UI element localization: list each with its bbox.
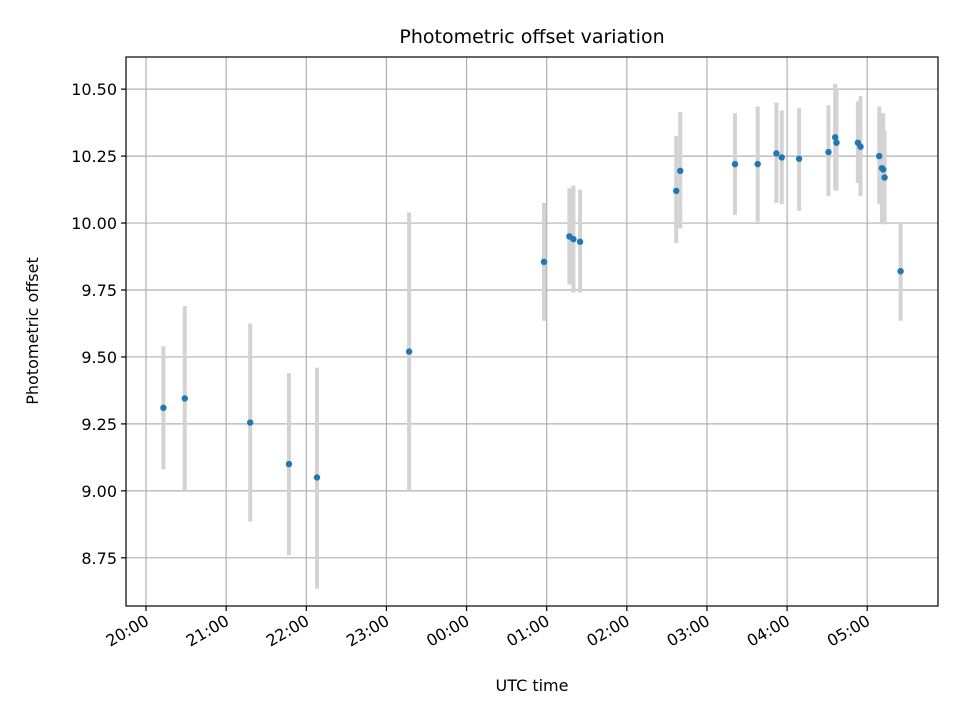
data-point bbox=[677, 167, 684, 175]
data-point bbox=[881, 174, 888, 181]
y-tick-label: 9.75 bbox=[81, 281, 117, 300]
data-point bbox=[831, 134, 839, 141]
y-tick-label: 9.25 bbox=[81, 415, 117, 434]
data-point bbox=[576, 238, 584, 245]
data-point bbox=[795, 155, 803, 162]
data-point bbox=[285, 460, 293, 468]
data-point bbox=[778, 154, 785, 161]
y-tick-label: 9.00 bbox=[81, 482, 117, 501]
data-point bbox=[754, 160, 761, 168]
data-point bbox=[181, 395, 188, 402]
y-tick-label: 10.25 bbox=[71, 147, 117, 166]
data-point bbox=[880, 166, 887, 173]
data-point bbox=[247, 419, 254, 426]
data-point bbox=[570, 235, 577, 243]
y-tick-label: 9.50 bbox=[81, 348, 117, 367]
data-point bbox=[673, 187, 680, 195]
data-point bbox=[773, 150, 780, 157]
y-tick-label: 10.00 bbox=[71, 214, 117, 233]
y-axis: 8.75 9.00 9.25 9.50 9.75 10.00 10.25 10.50 bbox=[71, 80, 126, 568]
data-point bbox=[897, 268, 904, 275]
plot-area-frame bbox=[125, 56, 939, 607]
data-point bbox=[160, 404, 167, 412]
data-point bbox=[313, 474, 321, 481]
data-point bbox=[857, 143, 864, 150]
chart-title: Photometric offset variation bbox=[399, 26, 664, 48]
x-axis-label: UTC time bbox=[496, 676, 569, 695]
data-point bbox=[405, 348, 413, 355]
data-point bbox=[731, 160, 739, 168]
y-axis-label: Photometric offset bbox=[23, 257, 42, 405]
data-point bbox=[825, 148, 832, 156]
y-tick-label: 10.50 bbox=[71, 80, 117, 99]
data-point bbox=[540, 258, 548, 266]
data-point bbox=[833, 139, 840, 146]
data-points bbox=[160, 134, 904, 481]
grid bbox=[126, 57, 938, 606]
data-point bbox=[876, 152, 883, 160]
y-tick-label: 8.75 bbox=[81, 549, 117, 568]
